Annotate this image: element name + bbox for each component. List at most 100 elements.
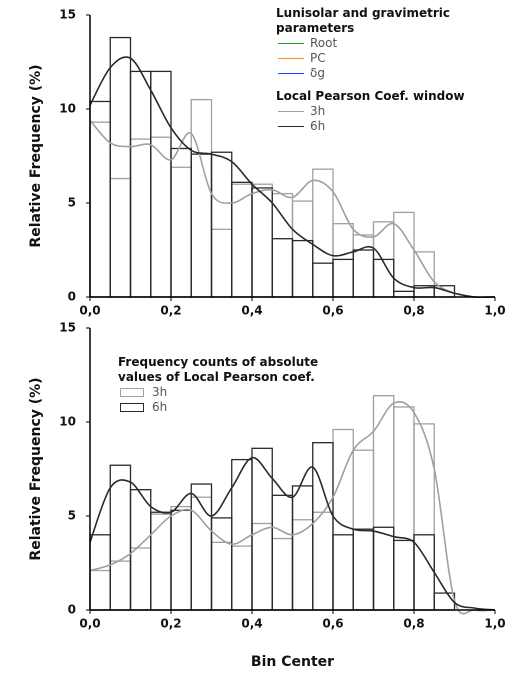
histogram-bar xyxy=(109,36,132,298)
x-tick-label: 1,0 xyxy=(484,617,505,631)
legend-label: 6h xyxy=(152,400,168,414)
histogram-bar xyxy=(190,153,213,298)
y-tick-label: 15 xyxy=(59,8,76,22)
histogram-bar xyxy=(372,526,395,611)
density-curve xyxy=(89,401,496,615)
histogram-bar xyxy=(352,528,375,611)
histogram-bar xyxy=(129,138,152,298)
histogram-bar xyxy=(251,183,273,298)
histogram-bar xyxy=(89,121,111,298)
histogram-bar xyxy=(190,98,213,298)
histogram-bar xyxy=(129,547,152,611)
histogram-bar xyxy=(291,239,314,298)
legend-label: 6h xyxy=(310,119,326,133)
histogram-bar xyxy=(150,511,172,611)
x-axis-label: Bin Center xyxy=(251,654,334,670)
legend: Frequency counts of absolute values of L… xyxy=(118,355,358,415)
histogram-bar xyxy=(413,251,435,298)
histogram-bar xyxy=(251,522,273,611)
legend-title: Frequency counts of absolute values of L… xyxy=(118,355,319,384)
legend-title: Local Pearson Coef. window xyxy=(276,89,465,103)
legend-swatch xyxy=(120,388,144,397)
histogram-bar xyxy=(150,136,172,298)
x-tick-label: 1,0 xyxy=(484,304,505,318)
x-tick-label: 0,8 xyxy=(403,304,424,318)
legend: Lunisolar and gravimetric parametersRoot… xyxy=(276,6,516,134)
histogram-bar xyxy=(231,545,253,611)
histogram-bar xyxy=(393,290,415,298)
histogram-bar xyxy=(231,183,253,298)
histogram-bar xyxy=(210,228,233,298)
legend-entry: Root xyxy=(278,36,516,51)
histogram-bar xyxy=(271,238,294,298)
x-tick-label: 0,4 xyxy=(241,304,262,318)
y-tick-label: 5 xyxy=(68,196,76,210)
histogram-bar xyxy=(413,423,435,611)
histogram-bar xyxy=(129,70,152,298)
legend-swatch xyxy=(278,43,304,44)
y-tick-label: 0 xyxy=(68,290,76,304)
x-tick-label: 0,2 xyxy=(160,304,181,318)
legend-entry: 6h xyxy=(278,119,516,134)
legend-title: Lunisolar and gravimetric parameters xyxy=(276,6,451,35)
legend-entry: 3h xyxy=(278,104,516,119)
histogram-bar xyxy=(210,151,233,298)
x-tick-label: 0,0 xyxy=(79,304,100,318)
histogram-bar xyxy=(210,541,233,611)
histogram-bar xyxy=(433,592,456,611)
legend-swatch xyxy=(278,111,304,112)
histogram-bar xyxy=(89,100,111,298)
histogram-bar xyxy=(372,258,395,298)
y-tick-label: 10 xyxy=(59,415,76,429)
histogram-bar xyxy=(332,258,354,298)
legend-entry: 6h xyxy=(120,400,358,415)
x-tick-label: 0,8 xyxy=(403,617,424,631)
histogram-bar xyxy=(89,534,111,611)
y-tick-label: 5 xyxy=(68,509,76,523)
legend-label: 3h xyxy=(152,385,168,399)
density-curve xyxy=(89,119,496,299)
histogram-bar xyxy=(291,200,314,298)
legend-swatch xyxy=(278,58,304,59)
histogram-bar xyxy=(393,539,415,611)
y-axis-label: Relative Frequency (%) xyxy=(28,377,44,560)
legend-entry: 3h xyxy=(120,385,358,400)
density-curve xyxy=(89,56,496,299)
histogram-bar xyxy=(210,517,233,611)
y-tick-label: 15 xyxy=(59,321,76,335)
histogram-bar xyxy=(291,519,314,611)
y-tick-label: 10 xyxy=(59,102,76,116)
histogram-bar xyxy=(150,70,172,298)
y-tick-label: 0 xyxy=(68,603,76,617)
histogram-bar xyxy=(312,511,334,611)
x-tick-label: 0,4 xyxy=(241,617,262,631)
histogram-bar xyxy=(332,534,354,611)
histogram-bar xyxy=(150,513,172,611)
legend-swatch xyxy=(278,73,304,74)
legend-spacer xyxy=(276,81,516,89)
legend-entry: δg xyxy=(278,66,516,81)
histogram-bar xyxy=(271,192,294,298)
histogram-bar xyxy=(251,187,273,298)
x-tick-label: 0,6 xyxy=(322,617,343,631)
histogram-bar xyxy=(170,147,192,298)
histogram-bar xyxy=(352,249,375,298)
histogram-bar xyxy=(170,509,192,611)
legend-label: PC xyxy=(310,51,326,65)
legend-swatch xyxy=(120,403,144,412)
histogram-bar xyxy=(89,569,111,611)
histogram-bar xyxy=(170,166,192,298)
histogram-bar xyxy=(393,406,415,611)
histogram-bar xyxy=(271,537,294,611)
x-tick-label: 0,0 xyxy=(79,617,100,631)
legend-entry: PC xyxy=(278,51,516,66)
legend-label: 3h xyxy=(310,104,326,118)
x-tick-label: 0,2 xyxy=(160,617,181,631)
histogram-bar xyxy=(352,234,375,298)
x-tick-label: 0,6 xyxy=(322,304,343,318)
legend-label: δg xyxy=(310,66,325,80)
histogram-bar xyxy=(109,177,132,298)
density-curve xyxy=(89,456,496,611)
histogram-bar xyxy=(312,262,334,298)
